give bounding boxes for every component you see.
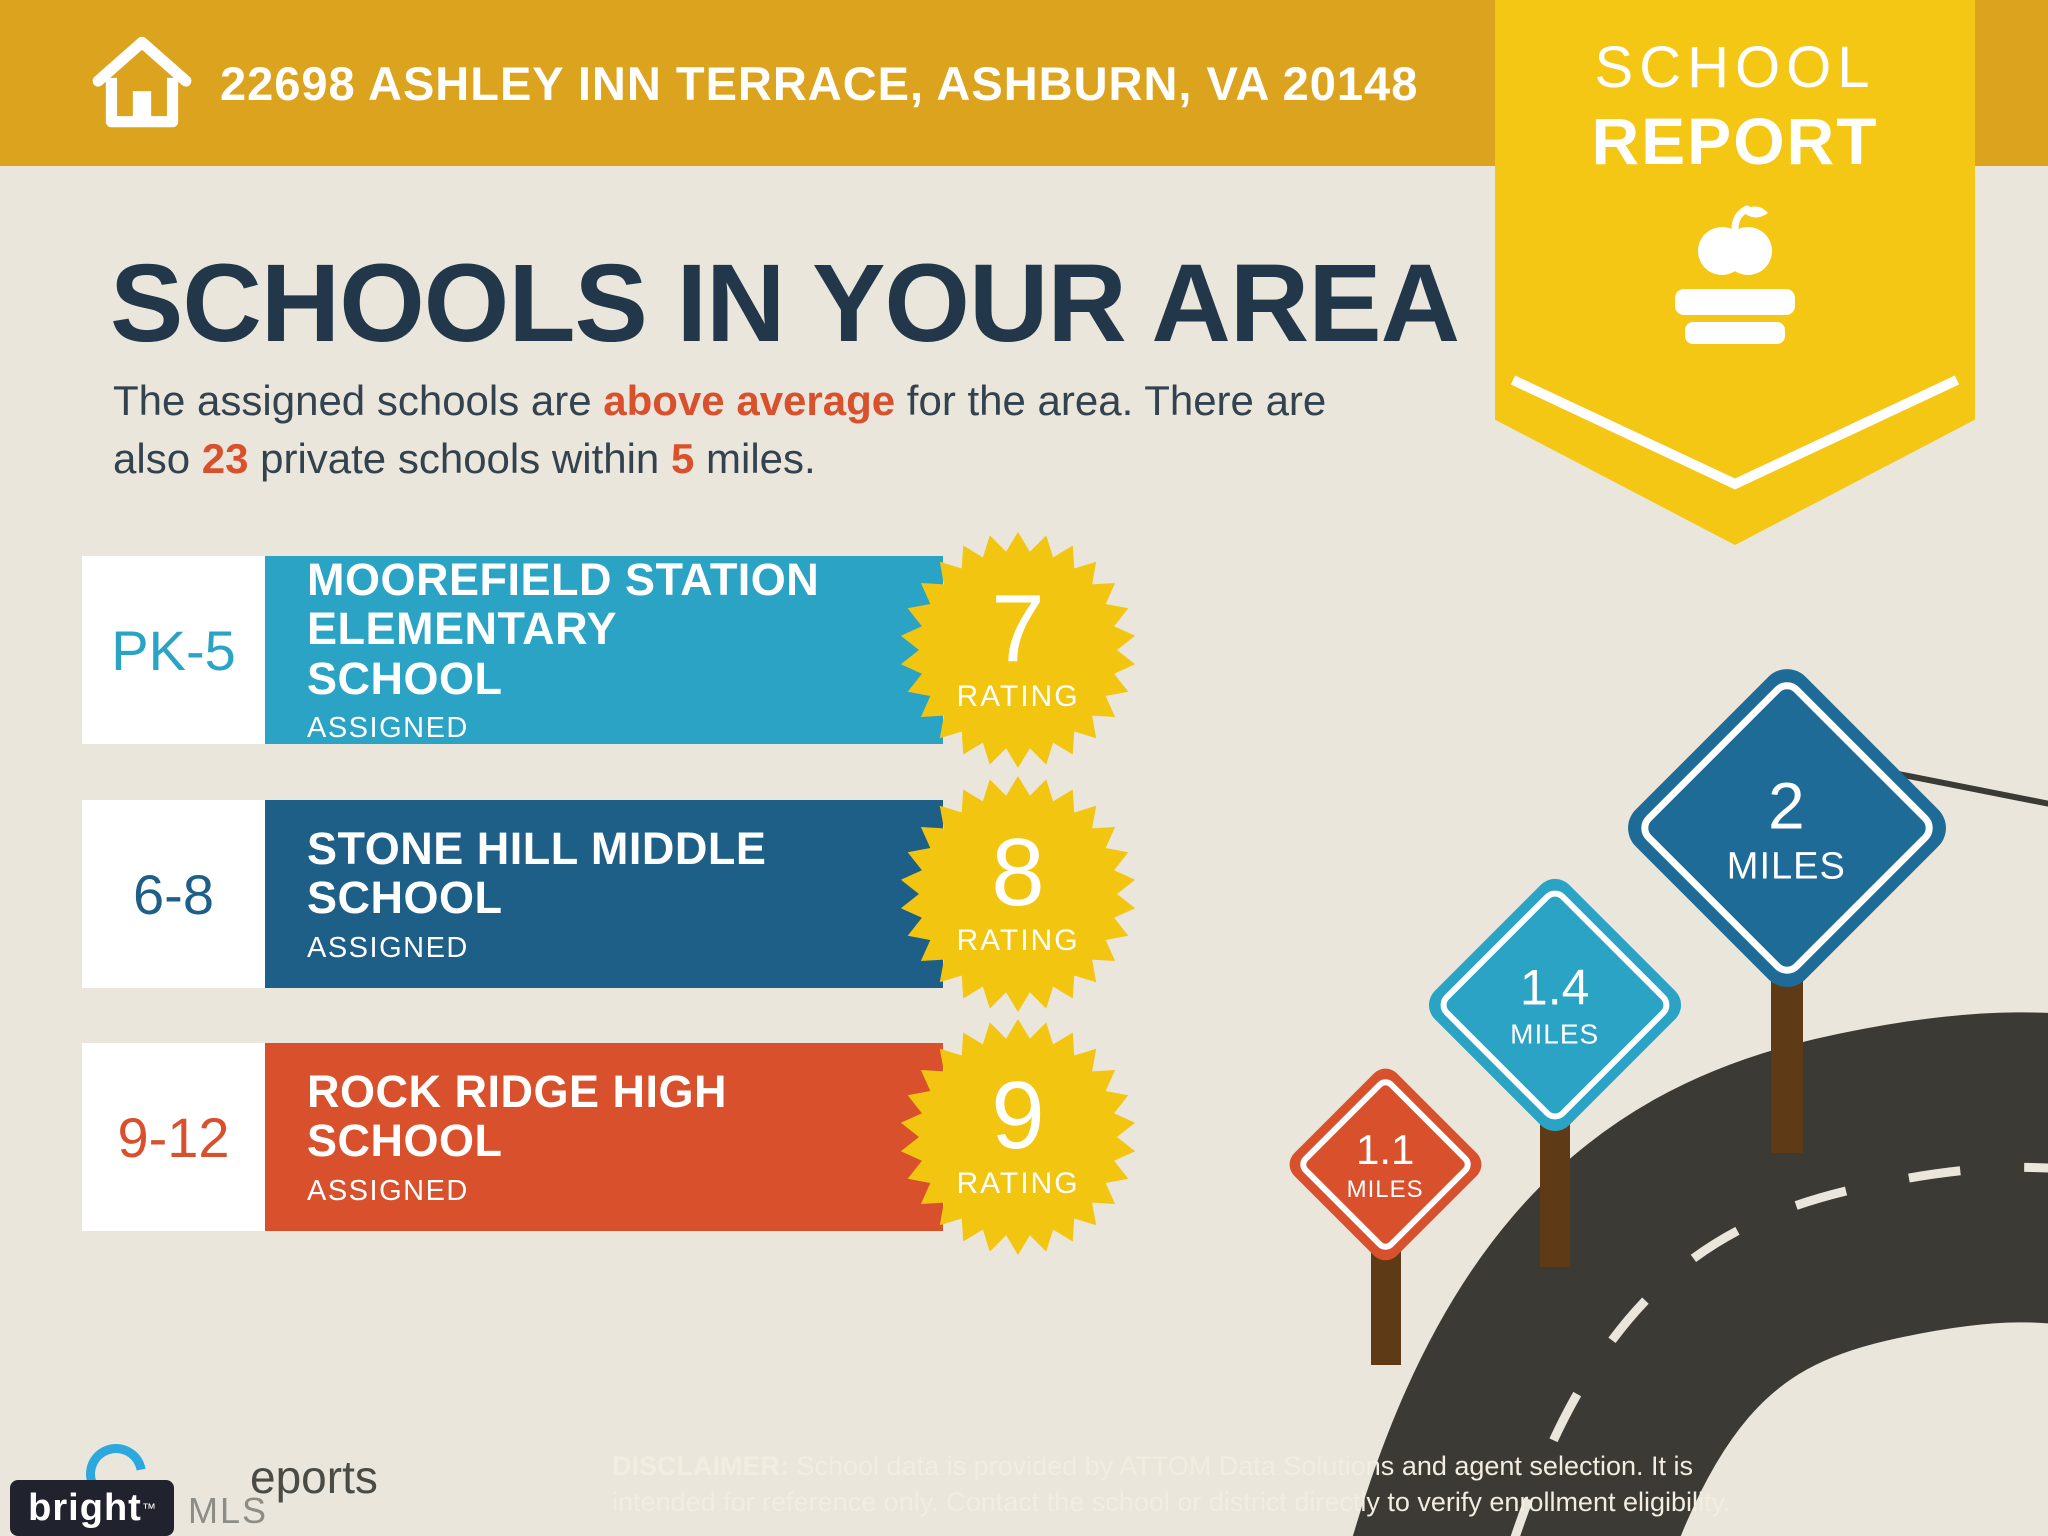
ribbon-title-line2: REPORT — [1591, 104, 1879, 178]
school-name: STONE HILL MIDDLE SCHOOL — [307, 822, 767, 923]
school-bar: STONE HILL MIDDLE SCHOOL ASSIGNED — [265, 800, 943, 988]
rating-value: 9 — [991, 1061, 1045, 1169]
school-name: ROCK RIDGE HIGH SCHOOL — [307, 1065, 728, 1166]
disclaimer-text: DISCLAIMER: School data is provided by A… — [612, 1451, 1731, 1518]
mls-logo-text: MLS — [188, 1490, 269, 1531]
school-row-elementary: PK-5 MOOREFIELD STATION ELEMENTARY SCHOO… — [82, 532, 1262, 768]
distance-value: 2 — [1768, 768, 1806, 843]
starburst-icon — [900, 776, 1136, 1012]
starburst-icon — [900, 532, 1136, 768]
property-address: 22698 ASHLEY INN TERRACE, ASHBURN, VA 20… — [220, 56, 1419, 110]
intro-paragraph: The assigned schools are above average f… — [113, 372, 1326, 488]
grade-range: PK-5 — [82, 556, 265, 744]
distance-unit: MILES — [1727, 845, 1847, 888]
highlight-private-count: 23 — [201, 434, 249, 482]
school-row-high: 9-12 ROCK RIDGE HIGH SCHOOL ASSIGNED 9 R… — [82, 1019, 1262, 1255]
distance-sign-middle-school: 1.4 MILES — [1420, 870, 1690, 1140]
intro-line-1: The assigned schools are above average f… — [113, 377, 1327, 424]
rating-badge: 7 RATING — [898, 530, 1138, 770]
distance-sign-elementary: 2 MILES — [1617, 658, 1957, 998]
rating-value: 7 — [991, 574, 1045, 682]
school-row-middle: 6-8 STONE HILL MIDDLE SCHOOL ASSIGNED 8 … — [82, 776, 1262, 1012]
page-title: SCHOOLS IN YOUR AREA — [110, 242, 1460, 365]
trademark-symbol: ™ — [141, 1500, 156, 1516]
distance-value: 1.4 — [1520, 960, 1590, 1016]
rating-value: 8 — [991, 818, 1045, 926]
distance-unit: MILES — [1346, 1175, 1425, 1203]
grade-range: 9-12 — [82, 1043, 265, 1231]
school-report-ribbon: SCHOOL REPORT — [1495, 0, 1975, 545]
bright-mls-logo: bright ™ — [10, 1480, 174, 1536]
bright-logo-text: bright — [28, 1486, 142, 1529]
grade-range: 6-8 — [82, 800, 265, 988]
ribbon-chevron — [1510, 375, 1960, 490]
rating-badge: 8 RATING — [898, 774, 1138, 1014]
highlight-above-average: above average — [603, 377, 896, 424]
ribbon-title-line1: SCHOOL — [1594, 35, 1876, 100]
distance-unit: MILES — [1510, 1019, 1600, 1050]
rating-label: RATING — [956, 680, 1080, 714]
intro-line-2: also 23 private schools within 5 miles. — [113, 434, 816, 482]
apple-books-icon — [1675, 205, 1795, 344]
rating-label: RATING — [956, 924, 1080, 958]
school-name: MOOREFIELD STATION ELEMENTARY SCHOOL — [307, 553, 820, 704]
assigned-label: ASSIGNED — [307, 1174, 469, 1207]
home-icon — [92, 36, 192, 128]
rating-badge: 9 RATING — [898, 1017, 1138, 1257]
school-bar: MOOREFIELD STATION ELEMENTARY SCHOOL ASS… — [265, 553, 943, 745]
starburst-icon — [900, 1019, 1136, 1255]
assigned-label: ASSIGNED — [307, 931, 469, 964]
reports-logo-text: eports — [250, 1451, 378, 1503]
school-bar: ROCK RIDGE HIGH SCHOOL ASSIGNED — [265, 1043, 943, 1231]
rating-label: RATING — [956, 1167, 1080, 1201]
highlight-miles: 5 — [670, 434, 695, 482]
distance-value: 1.1 — [1356, 1125, 1415, 1173]
distance-sign-high-school: 1.1 MILES — [1282, 1061, 1489, 1268]
assigned-label: ASSIGNED — [307, 712, 469, 745]
disclaimer-label: DISCLAIMER: — [612, 1451, 789, 1481]
